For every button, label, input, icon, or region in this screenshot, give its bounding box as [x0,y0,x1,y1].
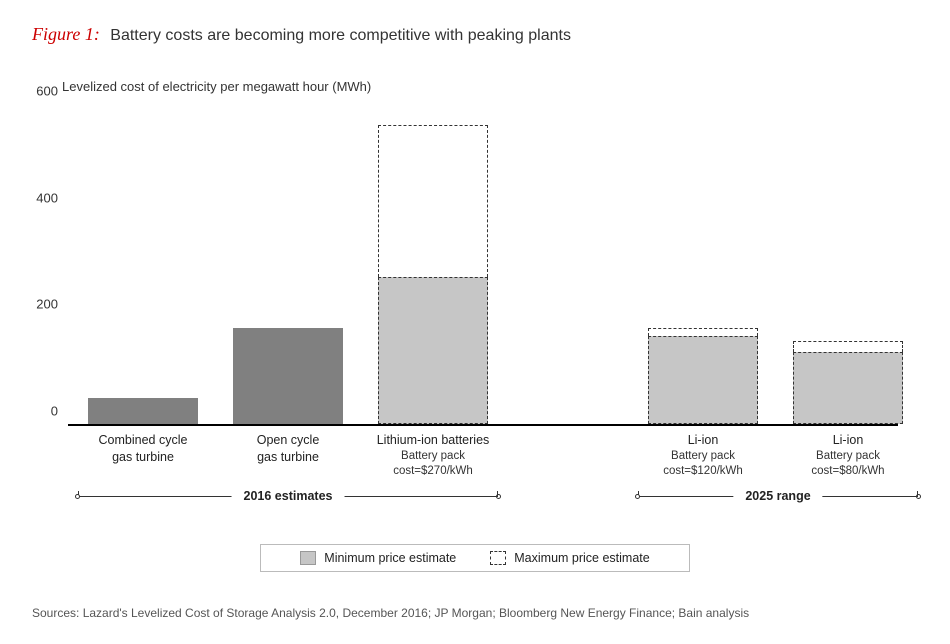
figure-title: Figure 1: Battery costs are becoming mor… [32,24,918,45]
legend-min-label: Minimum price estimate [324,551,456,565]
bar-solid [233,328,343,424]
bar-max [793,341,903,352]
figure-label: Figure 1: [32,24,100,44]
swatch-max-icon [490,551,506,565]
legend-item-min: Minimum price estimate [300,551,456,565]
legend-max-label: Maximum price estimate [514,551,649,565]
y-tick: 200 [32,297,58,312]
plot-region [68,106,898,426]
bar-max [378,125,488,277]
bar-min [648,336,758,424]
y-tick: 400 [32,190,58,205]
y-tick: 0 [32,404,58,419]
y-tick: 600 [32,84,58,99]
group-brackets: 2016 estimates2025 range [68,496,898,522]
group-bracket: 2016 estimates [78,496,498,497]
bar-min [793,352,903,424]
sources-note: Sources: Lazard's Levelized Cost of Stor… [32,606,918,620]
chart-area: 0200400600 [62,106,898,426]
bar-min [378,277,488,424]
bar-solid [88,398,198,424]
x-label-ccgt: Combined cyclegas turbine [78,432,208,466]
swatch-min-icon [300,551,316,565]
x-label-li2016: Lithium-ion batteriesBattery packcost=$2… [368,432,498,480]
figure-title-text: Battery costs are becoming more competit… [110,27,571,44]
x-label-li2025b: Li-ionBattery packcost=$80/kWh [783,432,913,480]
legend-item-max: Maximum price estimate [490,551,649,565]
legend: Minimum price estimate Maximum price est… [260,544,690,572]
group-bracket-label: 2016 estimates [232,489,345,503]
x-axis-labels: Combined cyclegas turbine Open cyclegas t… [68,426,898,496]
y-axis-title: Levelized cost of electricity per megawa… [62,79,918,94]
bar-max [648,328,758,336]
group-bracket: 2025 range [638,496,918,497]
x-label-li2025a: Li-ionBattery packcost=$120/kWh [638,432,768,480]
group-bracket-label: 2025 range [733,489,822,503]
x-label-ocgt: Open cyclegas turbine [223,432,353,466]
